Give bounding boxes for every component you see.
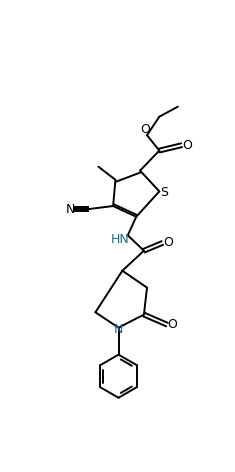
Text: O: O <box>163 236 173 250</box>
Text: N: N <box>114 323 123 336</box>
Text: S: S <box>160 186 168 200</box>
Text: HN: HN <box>111 233 129 246</box>
Text: O: O <box>141 123 150 135</box>
Text: O: O <box>182 139 192 152</box>
Text: N: N <box>65 202 75 216</box>
Text: O: O <box>168 318 177 331</box>
